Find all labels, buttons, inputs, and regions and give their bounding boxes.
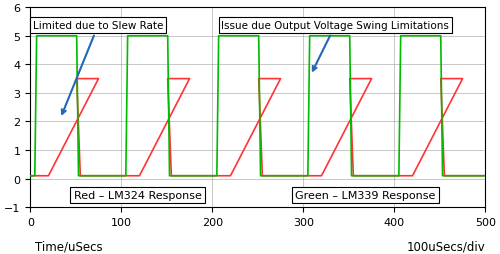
Text: 100uSecs/div: 100uSecs/div: [406, 240, 485, 253]
Text: Limited due to Slew Rate: Limited due to Slew Rate: [33, 21, 164, 114]
Text: Time/uSecs: Time/uSecs: [35, 240, 102, 253]
Text: Issue due Output Voltage Swing Limitations: Issue due Output Voltage Swing Limitatio…: [222, 21, 450, 71]
Text: Red – LM324 Response: Red – LM324 Response: [74, 190, 202, 200]
Text: Green – LM339 Response: Green – LM339 Response: [295, 190, 436, 200]
